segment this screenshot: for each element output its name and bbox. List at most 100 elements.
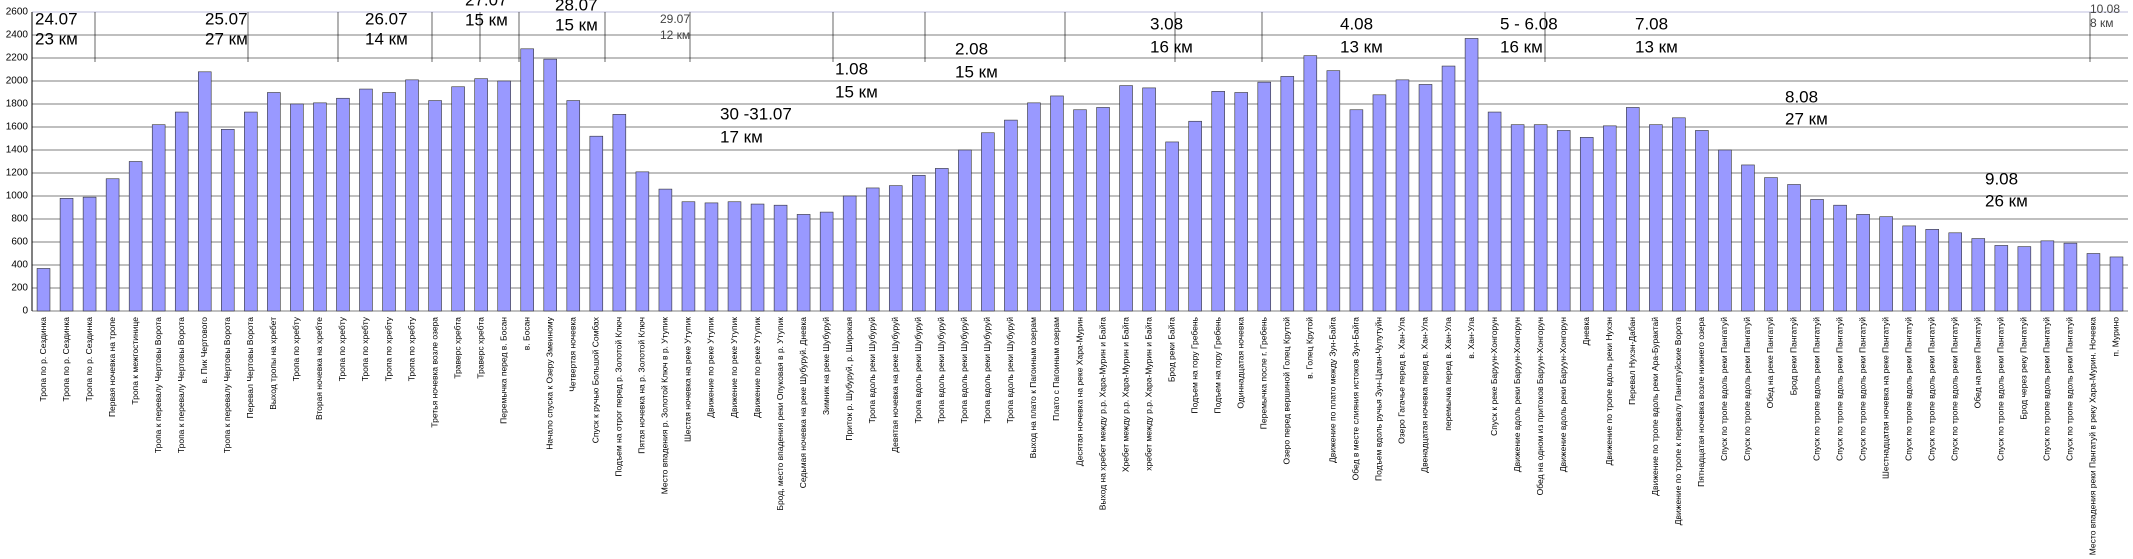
bar xyxy=(359,88,373,312)
day-annotation: 27 км xyxy=(1785,109,1828,128)
x-tick-label: Место впадения р. Золотой Ключ в р. Утуп… xyxy=(660,317,670,495)
bar xyxy=(197,71,212,312)
bar xyxy=(1994,245,2009,312)
bar xyxy=(1119,85,1133,312)
bar xyxy=(935,168,949,312)
x-tick-label: Третья ночевка возле озера xyxy=(429,317,439,428)
x-tick-label: Брод через реку Пангатуй xyxy=(2019,317,2029,420)
x-tick-label: Озеро Гагачье перед в. Хан-Ула xyxy=(1397,317,1407,444)
bar xyxy=(681,201,696,312)
bar xyxy=(1395,79,1410,312)
bar xyxy=(1672,117,1686,312)
bar xyxy=(865,187,880,312)
x-tick-label: Перемычка после г. Гребень xyxy=(1259,316,1269,429)
y-tick-label: 400 xyxy=(11,260,28,271)
x-tick-label: Девятая ночевка на реке Шубуруй xyxy=(890,317,900,453)
bar xyxy=(796,214,811,312)
bar xyxy=(1649,124,1663,312)
bar xyxy=(1441,65,1456,312)
bar xyxy=(336,97,350,312)
x-tick-label: Брод реки Байга xyxy=(1166,317,1176,382)
day-annotation: 16 км xyxy=(1500,37,1543,56)
bar xyxy=(1879,216,1893,312)
x-tick-label: перемычка перед в. Хан-Ула xyxy=(1443,317,1453,431)
x-tick-label: Тропа к перевалу Чертовы Ворота xyxy=(222,317,232,453)
y-tick-label: 2400 xyxy=(6,30,29,41)
bar xyxy=(1280,76,1295,312)
x-tick-label: Шестнадцатая ночевка на реке Пангатуй xyxy=(1880,317,1890,479)
y-tick-label: 2000 xyxy=(6,76,29,87)
x-tick-label: Первая ночевка на тропе xyxy=(107,317,117,417)
x-tick-label: Дневка xyxy=(1581,317,1591,346)
x-tick-label: Выход тропы на хребет xyxy=(268,317,278,410)
x-tick-label: Пятнадцатая ночевка возле нижнего озера xyxy=(1696,317,1706,487)
bar xyxy=(1948,232,1963,312)
day-annotation: 26 км xyxy=(1985,191,2028,210)
bar xyxy=(1096,107,1110,312)
bar xyxy=(612,114,627,312)
day-annotation: 27 км xyxy=(205,29,248,48)
bar xyxy=(1073,109,1087,312)
bar xyxy=(1626,107,1640,312)
x-tick-label: Выход на плато к Пагоиным озерам xyxy=(1028,317,1038,458)
day-annotation: 2.08 xyxy=(955,39,988,58)
day-annotation: 7.08 xyxy=(1635,14,1668,33)
bar xyxy=(1533,124,1548,312)
x-tick-label: Спуск по тропе вдоль реки Пангатуй xyxy=(2042,317,2052,461)
x-tick-label: Тропа по хребту xyxy=(383,316,393,381)
bar xyxy=(405,79,419,312)
x-tick-label: Брод, место впадения реки Опуковая в р. … xyxy=(775,317,785,511)
x-tick-label: Хребет между р.р. Хара-Мурин и Байга xyxy=(1120,317,1130,472)
day-annotation: 28.07 xyxy=(555,0,598,14)
bar xyxy=(658,188,673,312)
bar xyxy=(566,100,581,312)
y-tick-label: 200 xyxy=(11,283,28,294)
bar xyxy=(2109,256,2124,312)
bar xyxy=(1257,81,1272,312)
x-tick-label: Движение вдоль реки Баруун-Хонгорун xyxy=(1512,317,1522,472)
x-tick-label: Тропа к перевалу Чертовы Ворота xyxy=(176,317,186,453)
bar xyxy=(1418,84,1433,312)
day-annotation: 9.08 xyxy=(1985,169,2018,188)
x-tick-label: Траверс хребта xyxy=(452,317,462,379)
x-tick-label: Тропа вдоль реки Шубуруй xyxy=(867,317,877,424)
bar xyxy=(1902,225,1916,312)
x-tick-label: Спуск по тропе вдоль реки Пангатуй xyxy=(1719,317,1729,461)
x-tick-label: Шестая ночевка на реке Утупик xyxy=(683,317,693,442)
bar xyxy=(1027,102,1041,312)
x-tick-label: Спуск по тропе вдоль реки Пангатуй xyxy=(1950,317,1960,461)
x-tick-label: Движение вдоль реки Баруун-Хонгорун xyxy=(1558,317,1568,472)
day-annotation: 30 -31.07 xyxy=(720,104,792,123)
x-tick-label: Тропа по р. Сездинка xyxy=(84,317,94,402)
bar xyxy=(958,149,972,312)
day-annotation: 15 км xyxy=(955,62,998,81)
y-tick-label: 1400 xyxy=(6,145,29,156)
x-tick-label: Тропа по хребту xyxy=(291,316,301,381)
x-tick-label: Тропа вдоль реки Шубуруй xyxy=(959,317,969,424)
day-annotation: 10.08 xyxy=(2090,2,2120,16)
bar xyxy=(1971,238,1986,312)
bar xyxy=(82,196,97,312)
day-annotation: 23 км xyxy=(35,29,78,48)
y-tick-label: 0 xyxy=(22,306,28,317)
x-tick-label: Пятая ночевка на р. Золотой Ключ xyxy=(637,317,647,454)
day-annotation: 29.07 xyxy=(660,12,690,26)
bar xyxy=(1787,184,1801,312)
bar xyxy=(727,201,742,312)
day-annotation: 1.08 xyxy=(835,59,868,78)
day-annotation: 24.07 xyxy=(35,9,78,28)
bar xyxy=(1556,130,1571,312)
x-tick-label: Движение по реке Утупик xyxy=(706,317,716,418)
x-tick-label: Тропа по р. Сездинка xyxy=(61,317,71,402)
x-tick-label: Подъем вдоль ручья Зун-Цаган-Чулутуйн xyxy=(1374,317,1384,481)
x-tick-label: Тропа по хребту xyxy=(406,316,416,381)
x-tick-label: в. Босан xyxy=(521,317,531,351)
bar xyxy=(635,171,650,312)
y-tick-label: 1200 xyxy=(6,168,29,179)
x-tick-label: Движение по тропе к перевалу Пангатуйски… xyxy=(1673,317,1683,526)
x-tick-label: Брод реки Пангатуй xyxy=(1788,317,1798,396)
x-tick-label: Спуск по тропе вдоль реки Пангатуй xyxy=(1903,317,1913,461)
x-tick-label: Движение по тропе вдоль реки Ара-Буракта… xyxy=(1650,317,1660,496)
day-annotation: 12 км xyxy=(660,28,690,42)
